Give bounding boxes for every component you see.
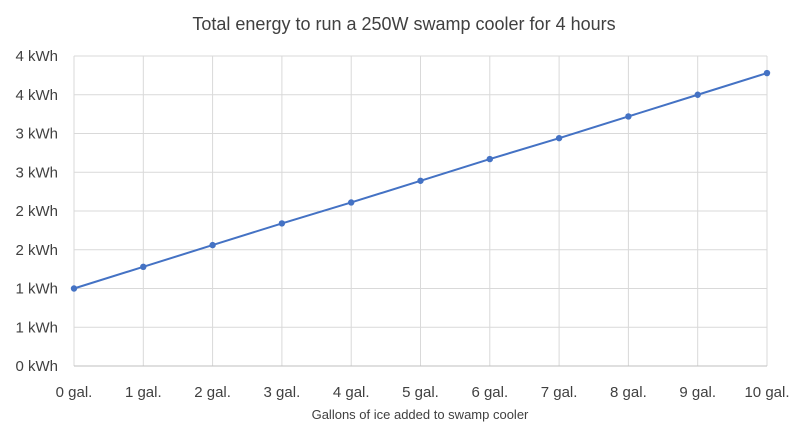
y-tick-label: 2 kWh [15,242,58,259]
x-axis-ticks: 0 gal. 1 gal. 2 gal. 3 gal. 4 gal. 5 gal. 6 ga… [56,384,790,401]
data-point [763,69,771,77]
y-tick-label: 1 kWh [15,281,58,298]
x-tick-label: 3 gal. [264,384,301,401]
x-tick-label: 7 gal. [541,384,578,401]
y-tick-label: 0 kWh [15,358,58,375]
y-tick-label: 4 kWh [15,48,58,65]
x-tick-label: 10 gal. [744,384,789,401]
data-point [625,113,632,120]
data-point [417,177,424,184]
y-tick-label: 3 kWh [15,126,58,143]
grid-layer [73,55,768,367]
y-tick-label: 2 kWh [15,203,58,220]
x-axis-title: Gallons of ice added to swamp cooler [312,407,529,422]
y-tick-label: 1 kWh [15,319,58,336]
y-axis-ticks: 0 kWh 1 kWh 1 kWh 2 kWh 2 kWh 3 kWh 3 kWh 4 kWh… [15,48,58,375]
x-tick-label: 4 gal. [333,384,370,401]
data-point [555,134,563,142]
data-point [209,241,216,249]
y-tick-label: 3 kWh [15,164,58,181]
data-point [694,91,701,98]
x-tick-label: 1 gal. [125,384,162,401]
y-tick-label: 4 kWh [15,87,58,104]
x-tick-label: 5 gal. [402,384,439,401]
x-tick-label: 8 gal. [610,384,647,401]
series-layer [70,69,771,292]
data-point [140,263,147,270]
chart-title: Total energy to run a 250W swamp cooler … [192,14,615,34]
x-tick-label: 9 gal. [679,384,716,401]
x-tick-label: 2 gal. [194,384,231,401]
x-tick-label: 6 gal. [471,384,508,401]
data-point [70,285,78,292]
data-point [486,155,493,163]
data-point [278,220,286,227]
x-tick-label: 0 gal. [56,384,93,401]
data-point [348,199,355,206]
